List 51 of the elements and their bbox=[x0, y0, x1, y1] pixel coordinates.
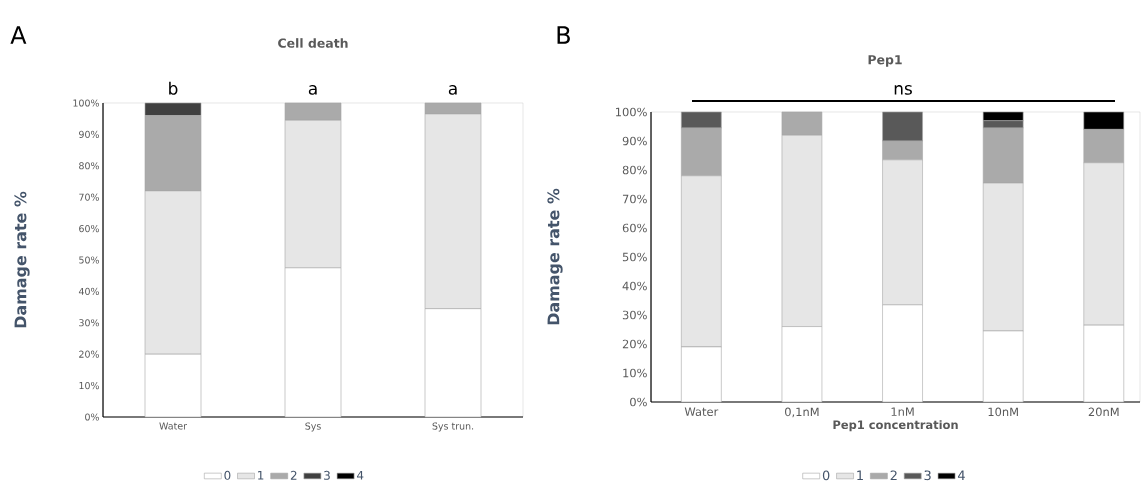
y-tick-label: 0% bbox=[630, 397, 647, 407]
text: A bbox=[10, 26, 27, 44]
legend-label: 1 bbox=[857, 470, 863, 480]
y-tick-label: 30% bbox=[622, 310, 647, 320]
y-tick-label: 60% bbox=[79, 225, 99, 233]
y-tick-label: 90% bbox=[622, 136, 647, 146]
x-tick-label: Water bbox=[159, 422, 188, 430]
y-tick-label: 80% bbox=[622, 165, 647, 175]
y-tick-label: 70% bbox=[79, 193, 99, 201]
y-tick-label: 10% bbox=[79, 382, 99, 390]
y-tick-label: 60% bbox=[622, 223, 647, 233]
y-axis-title: Damage rate % bbox=[14, 191, 30, 328]
chart-title: Cell death bbox=[278, 38, 348, 48]
text: B bbox=[557, 26, 570, 44]
text: a bbox=[448, 85, 457, 95]
y-tick-label: 40% bbox=[78, 287, 99, 295]
text: a bbox=[308, 85, 317, 95]
x-tick-label: 1nM bbox=[891, 407, 914, 416]
x-tick-label: 0,1nM bbox=[785, 407, 819, 418]
x-axis-title: Pep1 concentration bbox=[833, 420, 958, 432]
y-tick-label: 30% bbox=[79, 319, 99, 327]
y-tick-label: 100% bbox=[616, 107, 647, 117]
legend-label: 2 bbox=[890, 470, 897, 481]
y-tick-label: 10% bbox=[623, 368, 647, 378]
legend-label: 2 bbox=[290, 470, 297, 480]
y-tick-label: 40% bbox=[622, 281, 647, 291]
y-tick-label: 20% bbox=[79, 350, 99, 358]
x-tick-label: Sys trun. bbox=[432, 422, 474, 432]
y-tick-label: 20% bbox=[622, 339, 647, 349]
y-tick-label: 90% bbox=[79, 130, 99, 138]
legend-label: 1 bbox=[258, 470, 264, 480]
y-tick-label: 0% bbox=[85, 413, 99, 421]
y-tick-label: 50% bbox=[622, 252, 647, 262]
y-tick-label: 50% bbox=[79, 256, 99, 264]
y-tick-label: 80% bbox=[79, 162, 99, 170]
text: b bbox=[169, 81, 178, 95]
chart-title: Pep1 bbox=[868, 55, 902, 67]
x-tick-label: 20nM bbox=[1088, 407, 1119, 417]
y-tick-label: 70% bbox=[622, 194, 647, 204]
legend-label: 3 bbox=[324, 470, 330, 480]
x-tick-label: Water bbox=[684, 407, 719, 417]
legend-label: 0 bbox=[822, 470, 830, 481]
legend-label: 4 bbox=[957, 470, 965, 480]
y-tick-label: 100% bbox=[73, 99, 99, 107]
y-axis-title: Damage rate % bbox=[547, 188, 563, 325]
text: ns bbox=[894, 85, 912, 95]
legend-label: 3 bbox=[924, 470, 931, 481]
legend-label: 4 bbox=[356, 470, 364, 480]
legend-label: 0 bbox=[224, 470, 231, 480]
x-tick-label: Sys bbox=[305, 422, 321, 432]
x-tick-label: 10nM bbox=[988, 407, 1018, 417]
